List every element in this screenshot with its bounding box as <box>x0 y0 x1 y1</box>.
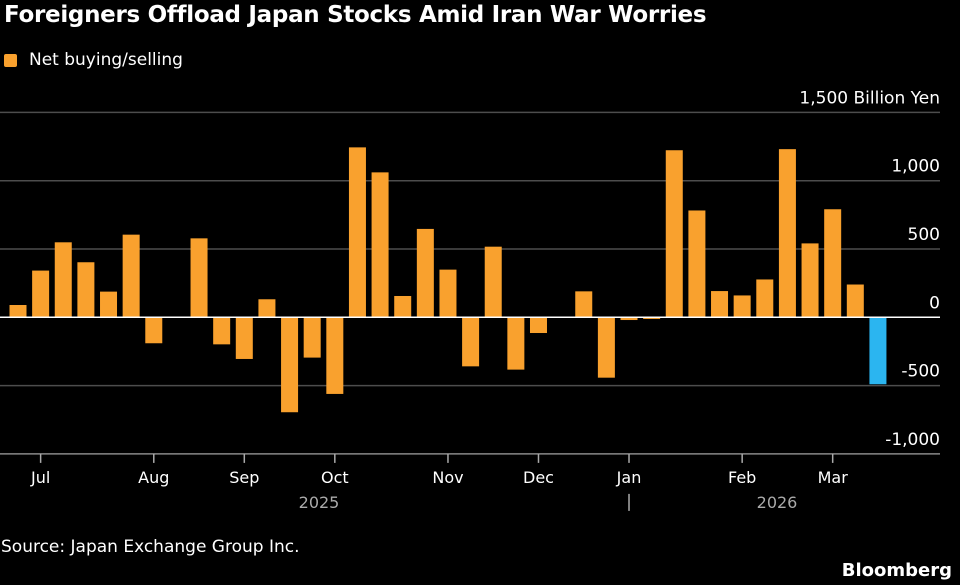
bar <box>529 317 547 334</box>
chart-title: Foreigners Offload Japan Stocks Amid Ira… <box>4 2 707 28</box>
bar <box>371 172 389 318</box>
x-tick-label: Oct <box>321 468 349 487</box>
bar <box>643 317 661 319</box>
bar <box>281 317 299 413</box>
x-tick-label: Nov <box>432 468 463 487</box>
source-note: Source: Japan Exchange Group Inc. <box>1 537 300 557</box>
bar <box>326 317 344 394</box>
x-tick-label: Jan <box>616 468 642 487</box>
x-tick-label: Feb <box>728 468 756 487</box>
bar <box>416 228 434 318</box>
bar <box>711 291 729 318</box>
bar <box>507 317 525 370</box>
x-tick-label: Aug <box>138 468 169 487</box>
bar <box>484 246 502 318</box>
bar <box>348 147 366 318</box>
y-tick-label: -1,000 <box>885 430 940 450</box>
legend: Net buying/selling <box>4 50 183 70</box>
bar <box>688 210 706 318</box>
bar <box>620 317 638 321</box>
bar <box>801 243 819 318</box>
bar <box>77 262 95 318</box>
y-tick-label: 1,000 <box>891 157 940 177</box>
bar <box>32 270 50 318</box>
bar <box>145 317 163 344</box>
bar <box>575 291 593 318</box>
legend-label: Net buying/selling <box>29 50 183 70</box>
bar <box>824 209 842 318</box>
bar <box>778 149 796 318</box>
bar <box>665 150 683 318</box>
bar <box>9 305 27 318</box>
bar <box>258 299 276 318</box>
bar <box>869 317 887 385</box>
bar <box>597 317 615 378</box>
x-year-label: 2025 <box>299 493 340 512</box>
bar <box>756 279 774 318</box>
bar <box>213 317 231 345</box>
y-tick-label: -500 <box>901 362 940 382</box>
bar <box>733 295 751 318</box>
bloomberg-logo: Bloomberg <box>841 560 952 581</box>
x-tick-label: Dec <box>523 468 554 487</box>
y-tick-label: 500 <box>908 225 940 245</box>
bar <box>394 295 412 318</box>
x-tick-label: Sep <box>229 468 259 487</box>
bar <box>846 284 864 318</box>
x-tick-label: Mar <box>818 468 849 487</box>
bar <box>235 317 253 359</box>
x-year-label: 2026 <box>757 493 798 512</box>
bar <box>190 238 208 318</box>
bar <box>439 269 457 318</box>
bar <box>100 291 118 318</box>
bar <box>462 317 480 367</box>
y-tick-label: 1,500 Billion Yen <box>799 88 940 108</box>
bar <box>122 234 140 318</box>
legend-swatch <box>4 53 17 67</box>
y-tick-label: 0 <box>929 293 940 313</box>
x-tick-label: Jul <box>30 468 50 487</box>
bar <box>303 317 321 358</box>
bar <box>54 242 72 318</box>
